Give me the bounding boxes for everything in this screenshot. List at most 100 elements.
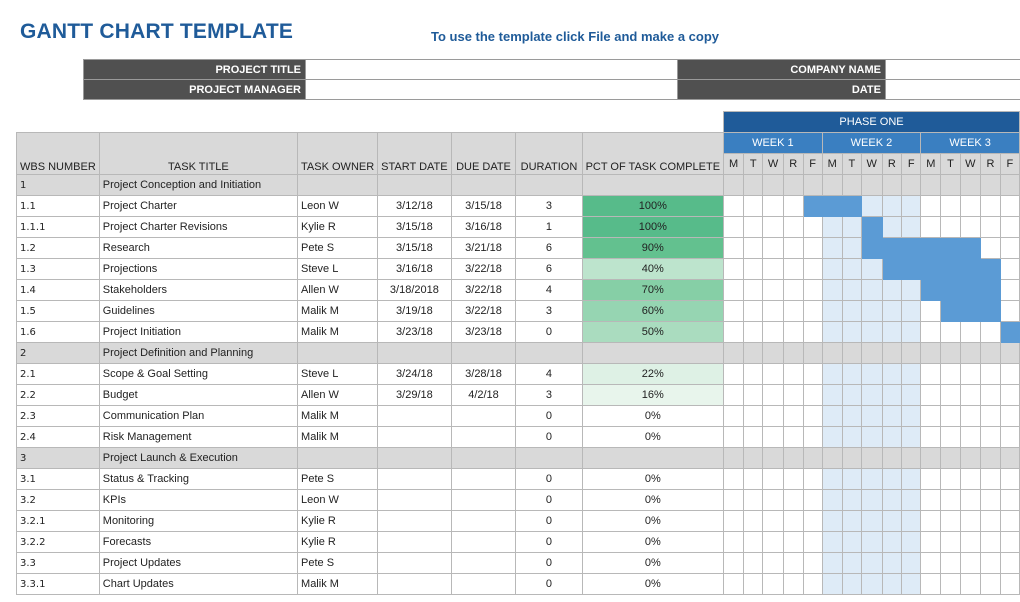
gantt-cell[interactable] bbox=[940, 573, 961, 595]
gantt-cell[interactable] bbox=[901, 447, 922, 469]
due-date-cell[interactable]: 3/23/18 bbox=[450, 321, 517, 343]
gantt-cell[interactable] bbox=[999, 552, 1020, 574]
gantt-cell[interactable] bbox=[723, 216, 745, 238]
gantt-cell[interactable] bbox=[723, 279, 745, 301]
gantt-cell[interactable] bbox=[821, 342, 843, 364]
due-date-cell[interactable]: 3/21/18 bbox=[450, 237, 517, 259]
wbs-cell[interactable]: 1.3 bbox=[16, 258, 100, 280]
gantt-cell[interactable] bbox=[860, 426, 883, 448]
gantt-bar-cell[interactable] bbox=[901, 237, 922, 259]
gantt-cell[interactable] bbox=[881, 489, 903, 511]
task-owner-cell[interactable]: Malik M bbox=[297, 426, 379, 448]
gantt-cell[interactable] bbox=[999, 489, 1020, 511]
gantt-cell[interactable] bbox=[782, 531, 804, 553]
gantt-cell[interactable] bbox=[723, 300, 745, 322]
duration-cell[interactable]: 6 bbox=[515, 237, 583, 259]
gantt-cell[interactable] bbox=[959, 447, 982, 469]
pct-complete-cell[interactable]: 0% bbox=[581, 405, 725, 427]
task-owner-cell[interactable]: Malik M bbox=[297, 573, 379, 595]
gantt-cell[interactable] bbox=[920, 552, 942, 574]
gantt-bar-cell[interactable] bbox=[821, 195, 843, 217]
gantt-cell[interactable] bbox=[782, 489, 804, 511]
gantt-cell[interactable] bbox=[762, 300, 784, 322]
gantt-cell[interactable] bbox=[743, 363, 764, 385]
wbs-cell[interactable]: 3.3 bbox=[16, 552, 100, 574]
gantt-cell[interactable] bbox=[881, 216, 903, 238]
gantt-cell[interactable] bbox=[762, 174, 784, 196]
gantt-cell[interactable] bbox=[723, 195, 745, 217]
gantt-cell[interactable] bbox=[743, 573, 764, 595]
gantt-cell[interactable] bbox=[762, 195, 784, 217]
gantt-cell[interactable] bbox=[841, 363, 862, 385]
wbs-cell[interactable]: 3.2.1 bbox=[16, 510, 100, 532]
pct-complete-cell[interactable]: 0% bbox=[581, 468, 725, 490]
pct-complete-cell[interactable]: 0% bbox=[581, 552, 725, 574]
due-date-cell[interactable] bbox=[450, 531, 517, 553]
gantt-cell[interactable] bbox=[743, 321, 764, 343]
gantt-cell[interactable] bbox=[802, 552, 823, 574]
gantt-cell[interactable] bbox=[980, 573, 1001, 595]
gantt-bar-cell[interactable] bbox=[881, 258, 903, 280]
task-owner-cell[interactable]: Allen W bbox=[297, 384, 379, 406]
duration-cell[interactable]: 3 bbox=[515, 195, 583, 217]
project-manager-input[interactable] bbox=[305, 79, 678, 100]
gantt-cell[interactable] bbox=[743, 447, 764, 469]
gantt-cell[interactable] bbox=[802, 447, 823, 469]
gantt-cell[interactable] bbox=[901, 174, 922, 196]
gantt-cell[interactable] bbox=[841, 426, 862, 448]
gantt-cell[interactable] bbox=[940, 216, 961, 238]
gantt-cell[interactable] bbox=[959, 552, 982, 574]
gantt-cell[interactable] bbox=[940, 342, 961, 364]
gantt-cell[interactable] bbox=[901, 468, 922, 490]
gantt-cell[interactable] bbox=[959, 363, 982, 385]
gantt-cell[interactable] bbox=[999, 342, 1020, 364]
gantt-cell[interactable] bbox=[860, 510, 883, 532]
gantt-cell[interactable] bbox=[901, 510, 922, 532]
duration-cell[interactable]: 0 bbox=[515, 405, 583, 427]
wbs-cell[interactable]: 1.5 bbox=[16, 300, 100, 322]
gantt-cell[interactable] bbox=[802, 237, 823, 259]
gantt-bar-cell[interactable] bbox=[980, 258, 1001, 280]
gantt-bar-cell[interactable] bbox=[940, 300, 961, 322]
gantt-cell[interactable] bbox=[841, 279, 862, 301]
gantt-cell[interactable] bbox=[881, 531, 903, 553]
task-title-cell[interactable]: Project Updates bbox=[98, 552, 299, 574]
task-owner-cell[interactable]: Kylie R bbox=[297, 510, 379, 532]
gantt-cell[interactable] bbox=[723, 426, 745, 448]
task-owner-cell[interactable]: Leon W bbox=[297, 195, 379, 217]
pct-complete-cell[interactable]: 60% bbox=[581, 300, 725, 322]
wbs-cell[interactable]: 3.2.2 bbox=[16, 531, 100, 553]
task-owner-cell[interactable]: Malik M bbox=[297, 405, 379, 427]
start-date-cell[interactable] bbox=[377, 174, 452, 196]
task-title-cell[interactable]: Risk Management bbox=[98, 426, 299, 448]
task-owner-cell[interactable] bbox=[297, 174, 379, 196]
gantt-cell[interactable] bbox=[743, 510, 764, 532]
due-date-cell[interactable] bbox=[450, 405, 517, 427]
gantt-cell[interactable] bbox=[723, 237, 745, 259]
gantt-cell[interactable] bbox=[959, 426, 982, 448]
gantt-cell[interactable] bbox=[762, 447, 784, 469]
gantt-cell[interactable] bbox=[920, 300, 942, 322]
gantt-cell[interactable] bbox=[762, 531, 784, 553]
due-date-cell[interactable] bbox=[450, 447, 517, 469]
gantt-cell[interactable] bbox=[821, 321, 843, 343]
start-date-cell[interactable]: 3/12/18 bbox=[377, 195, 452, 217]
wbs-cell[interactable]: 2.3 bbox=[16, 405, 100, 427]
gantt-cell[interactable] bbox=[782, 384, 804, 406]
wbs-cell[interactable]: 3 bbox=[16, 447, 100, 469]
gantt-cell[interactable] bbox=[940, 174, 961, 196]
gantt-cell[interactable] bbox=[959, 468, 982, 490]
gantt-cell[interactable] bbox=[821, 300, 843, 322]
task-title-cell[interactable]: Project Launch & Execution bbox=[98, 447, 299, 469]
gantt-cell[interactable] bbox=[901, 552, 922, 574]
gantt-cell[interactable] bbox=[999, 510, 1020, 532]
pct-complete-cell[interactable]: 100% bbox=[581, 195, 725, 217]
gantt-cell[interactable] bbox=[743, 426, 764, 448]
gantt-cell[interactable] bbox=[821, 258, 843, 280]
gantt-cell[interactable] bbox=[940, 363, 961, 385]
task-owner-cell[interactable]: Pete S bbox=[297, 552, 379, 574]
gantt-cell[interactable] bbox=[920, 384, 942, 406]
gantt-cell[interactable] bbox=[723, 510, 745, 532]
gantt-cell[interactable] bbox=[959, 489, 982, 511]
gantt-cell[interactable] bbox=[860, 321, 883, 343]
